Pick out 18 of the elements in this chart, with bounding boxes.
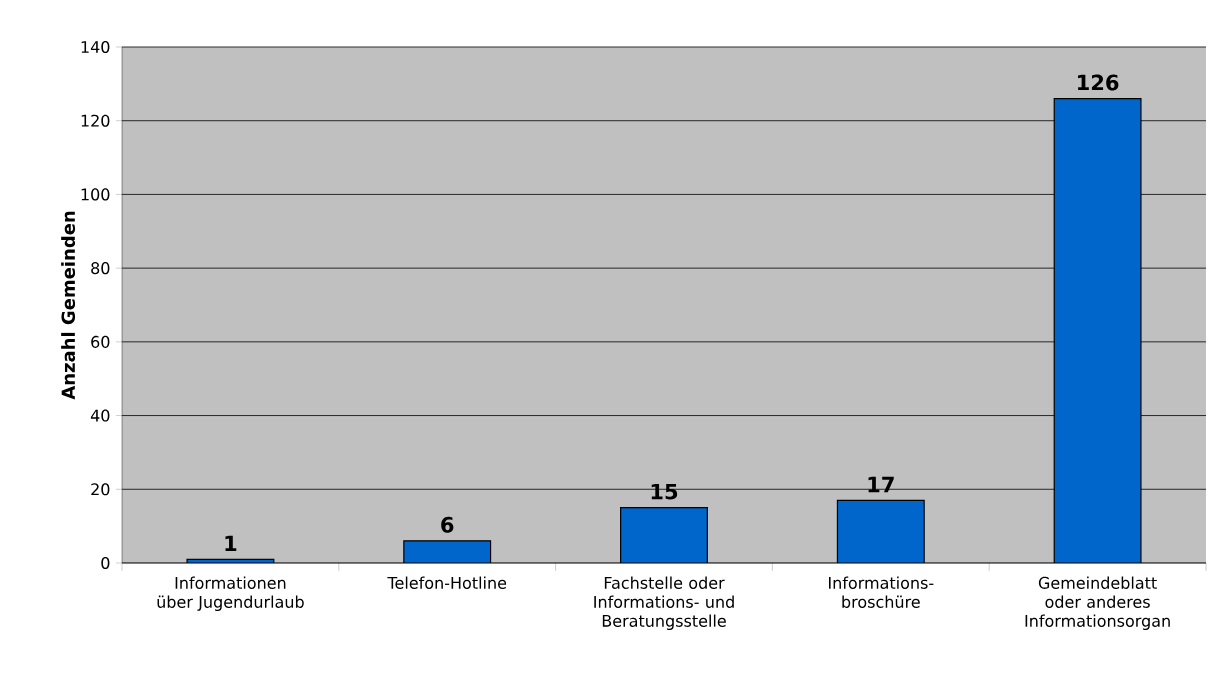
x-tick-label: Fachstelle oder Informations- und Beratungsstelle — [594, 576, 734, 630]
y-tick-label: 100 — [81, 188, 110, 201]
y-axis-title: Anzahl Gemeinden — [61, 211, 76, 400]
y-tick-label: 20 — [91, 483, 110, 496]
x-tick-label: Informationen über Jugendurlaub — [157, 576, 304, 611]
y-tick-label: 40 — [90, 409, 110, 422]
y-tick-label: 140 — [81, 40, 110, 54]
data-label: 17 — [868, 476, 894, 493]
x-tick-label: Telefon-Hotline — [387, 576, 507, 589]
y-tick-label: 80 — [91, 262, 110, 275]
data-label: 1 — [225, 535, 237, 552]
y-tick-label: 60 — [91, 335, 110, 348]
y-tick-label: 120 — [81, 114, 110, 127]
data-label: 6 — [441, 516, 454, 533]
y-tick-label: 0 — [101, 556, 110, 570]
x-tick-label: Gemeindeblatt oder anderes Informationsorgan — [1025, 576, 1170, 630]
x-tick-label: Informations-broschüre — [829, 576, 934, 608]
data-label: 126 — [1078, 74, 1119, 91]
